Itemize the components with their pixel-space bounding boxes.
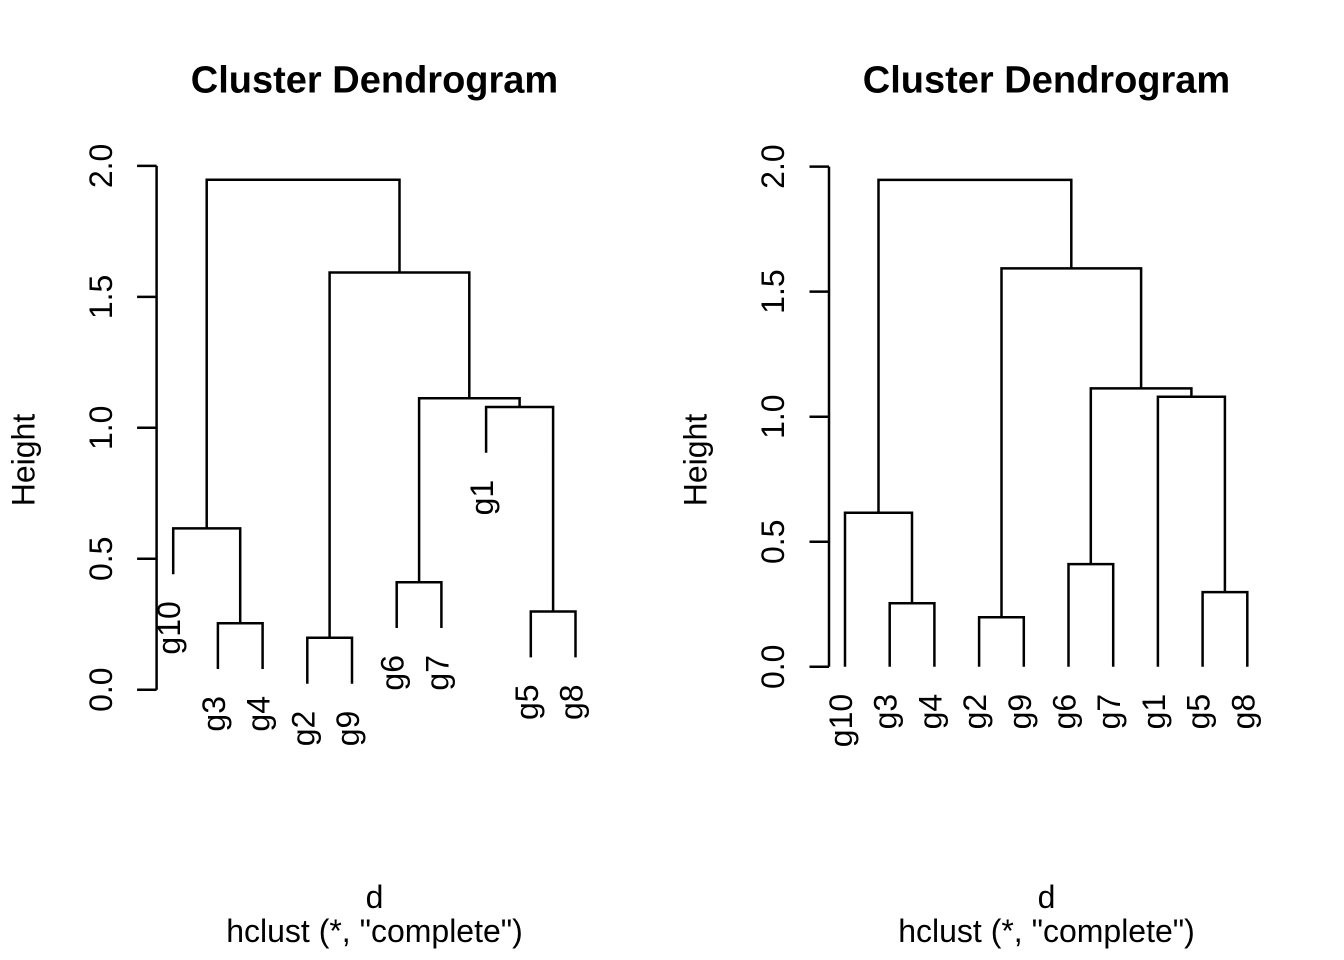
svg-text:g6: g6 xyxy=(375,655,411,691)
svg-text:0.0: 0.0 xyxy=(755,645,791,689)
svg-text:Cluster Dendrogram: Cluster Dendrogram xyxy=(863,60,1230,102)
svg-text:g2: g2 xyxy=(285,711,321,747)
svg-text:1.0: 1.0 xyxy=(755,394,791,438)
svg-text:hclust (*, "complete"): hclust (*, "complete") xyxy=(226,913,523,949)
svg-text:g4: g4 xyxy=(912,694,948,730)
svg-text:g6: g6 xyxy=(1047,694,1083,730)
svg-text:g7: g7 xyxy=(1091,694,1127,730)
svg-text:g3: g3 xyxy=(868,694,904,730)
svg-text:g1: g1 xyxy=(1136,694,1172,730)
svg-text:0.5: 0.5 xyxy=(755,520,791,564)
svg-text:g9: g9 xyxy=(330,711,366,747)
svg-text:g7: g7 xyxy=(419,655,455,691)
svg-text:hclust (*, "complete"): hclust (*, "complete") xyxy=(898,913,1195,949)
svg-text:1.5: 1.5 xyxy=(83,275,119,319)
svg-text:g9: g9 xyxy=(1002,694,1038,730)
svg-text:2.0: 2.0 xyxy=(755,144,791,188)
svg-text:g5: g5 xyxy=(1181,694,1217,730)
svg-text:g3: g3 xyxy=(196,696,232,732)
svg-text:1.5: 1.5 xyxy=(755,269,791,313)
svg-text:g5: g5 xyxy=(509,684,545,720)
svg-text:Height: Height xyxy=(678,414,714,507)
svg-text:Height: Height xyxy=(6,414,42,507)
svg-text:g2: g2 xyxy=(957,694,993,730)
svg-text:g8: g8 xyxy=(554,684,590,720)
svg-text:1.0: 1.0 xyxy=(83,406,119,450)
svg-text:d: d xyxy=(366,879,384,915)
svg-text:g10: g10 xyxy=(151,601,187,654)
svg-text:d: d xyxy=(1038,879,1056,915)
svg-text:g1: g1 xyxy=(464,480,500,516)
svg-text:g8: g8 xyxy=(1225,694,1261,730)
svg-text:0.5: 0.5 xyxy=(83,537,119,581)
svg-text:Cluster Dendrogram: Cluster Dendrogram xyxy=(191,60,558,102)
svg-text:g10: g10 xyxy=(823,694,859,747)
svg-text:g4: g4 xyxy=(241,696,277,732)
svg-text:0.0: 0.0 xyxy=(83,667,119,711)
svg-text:2.0: 2.0 xyxy=(83,144,119,188)
